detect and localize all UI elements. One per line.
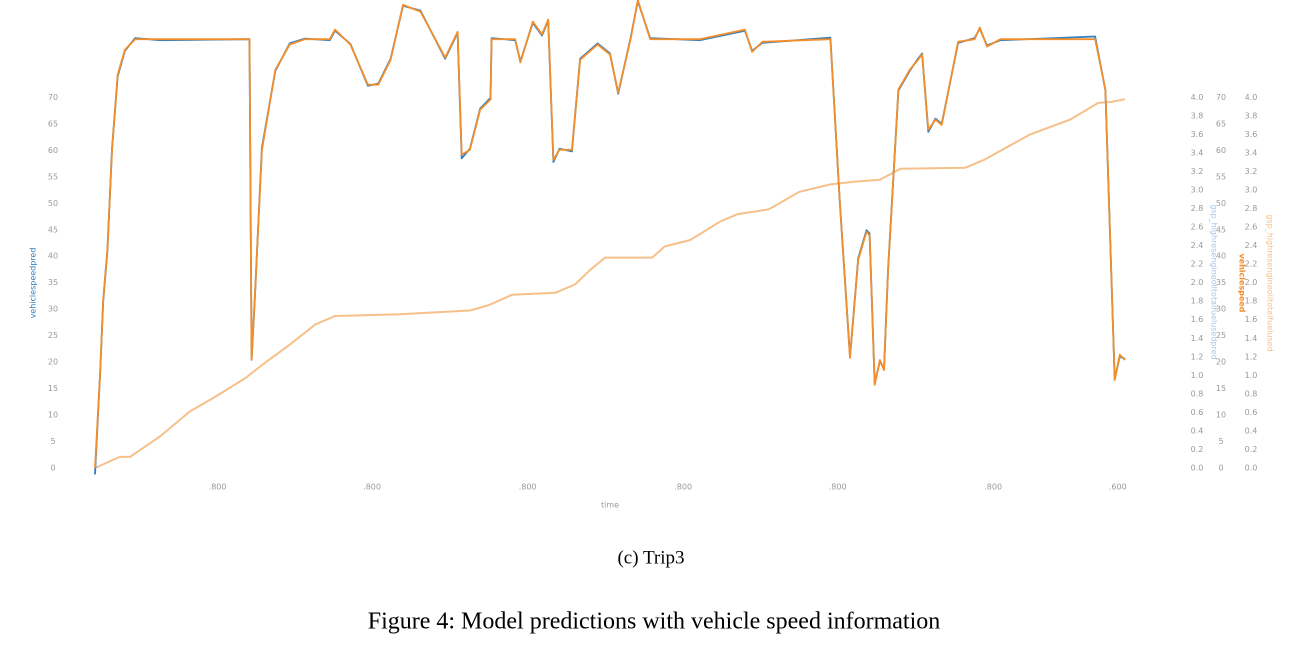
y-tick-label: 20	[48, 358, 58, 367]
y2-tick-label: 3.0	[1191, 185, 1204, 194]
y2-tick-label: 2.8	[1191, 204, 1204, 213]
y3-tick-label: 4.0	[1245, 93, 1258, 102]
y2-tick-label: 3.4	[1191, 148, 1204, 157]
y2-tick-label: 0.0	[1191, 464, 1204, 473]
y-right-tick-label: 70	[1216, 93, 1226, 102]
y-right-tick-label: 25	[1216, 331, 1226, 340]
x-tick-label: .800	[363, 483, 381, 492]
y3-tick-label: 3.6	[1245, 130, 1258, 139]
y-right-axis-label: vehiclespeed	[1238, 253, 1247, 312]
y3-tick-label: 2.4	[1245, 241, 1258, 250]
y-right-tick-label: 15	[1216, 384, 1226, 393]
y3-tick-label: 0.2	[1245, 445, 1258, 454]
x-tick-label: .600	[1109, 483, 1127, 492]
y-axis-label: vehiclespeedpred	[29, 248, 38, 319]
y2-tick-label: 2.6	[1191, 223, 1204, 232]
y-right-tick-label: 20	[1216, 358, 1226, 367]
x-tick-label: .800	[674, 483, 692, 492]
y-right-tick-label: 5	[1218, 437, 1223, 446]
y2-tick-label: 2.4	[1191, 241, 1204, 250]
y-right-tick-label: 45	[1216, 225, 1226, 234]
y2-tick-label: 1.8	[1191, 297, 1204, 306]
y-tick-label: 35	[48, 278, 58, 287]
y2-tick-label: 1.2	[1191, 352, 1204, 361]
y3-tick-label: 2.2	[1245, 260, 1258, 269]
y3-tick-label: 1.4	[1245, 334, 1258, 343]
y2-tick-label: 1.6	[1191, 315, 1204, 324]
y3-tick-label: 1.2	[1245, 352, 1258, 361]
y-tick-label: 25	[48, 331, 58, 340]
y-tick-label: 0	[50, 464, 55, 473]
y3-tick-label: 0.0	[1245, 464, 1258, 473]
y2-tick-label: 0.6	[1191, 408, 1204, 417]
y2-tick-label: 3.8	[1191, 111, 1204, 120]
y-right-tick-label: 65	[1216, 119, 1226, 128]
y3-tick-label: 3.4	[1245, 148, 1258, 157]
y-right-tick-label: 10	[1216, 411, 1226, 420]
y-tick-label: 55	[48, 172, 58, 181]
y3-tick-label: 0.8	[1245, 389, 1258, 398]
y-right-tick-label: 35	[1216, 278, 1226, 287]
y2-tick-label: 2.2	[1191, 260, 1204, 269]
subcaption: (c) Trip3	[617, 547, 684, 568]
y2-tick-label: 0.8	[1191, 389, 1204, 398]
y2-axis-label: gsp_highresengineoiltotalfuelusedpred	[1210, 204, 1219, 359]
x-axis-label: time	[601, 501, 619, 510]
x-tick-label: .800	[209, 483, 227, 492]
y3-tick-label: 3.0	[1245, 185, 1258, 194]
y3-axis-label: gsp_highresengineoiltotalfuelused	[1266, 214, 1275, 351]
caption: Figure 4: Model predictions with vehicle…	[368, 609, 941, 635]
y-right-tick-label: 30	[1216, 305, 1226, 314]
y3-tick-label: 1.8	[1245, 297, 1258, 306]
y-tick-label: 30	[48, 305, 58, 314]
x-tick-label: .800	[829, 483, 847, 492]
y-tick-label: 5	[50, 437, 55, 446]
y3-tick-label: 1.0	[1245, 371, 1258, 380]
y-right-tick-label: 0	[1218, 464, 1223, 473]
y3-tick-label: 0.4	[1245, 426, 1258, 435]
y2-tick-label: 3.2	[1191, 167, 1204, 176]
y3-tick-label: 2.8	[1245, 204, 1258, 213]
y-tick-label: 15	[48, 384, 58, 393]
y2-tick-label: 1.4	[1191, 334, 1204, 343]
y2-tick-label: 3.6	[1191, 130, 1204, 139]
y3-tick-label: 2.6	[1245, 223, 1258, 232]
y2-tick-label: 0.4	[1191, 426, 1204, 435]
x-tick-label: .800	[519, 483, 537, 492]
y-tick-label: 50	[48, 199, 58, 208]
y2-tick-label: 2.0	[1191, 278, 1204, 287]
x-tick-label: .800	[984, 483, 1002, 492]
y-tick-label: 45	[48, 225, 58, 234]
y-tick-label: 10	[48, 411, 58, 420]
y-right-tick-label: 55	[1216, 172, 1226, 181]
y2-tick-label: 1.0	[1191, 371, 1204, 380]
y3-tick-label: 3.2	[1245, 167, 1258, 176]
y2-tick-label: 0.2	[1191, 445, 1204, 454]
line-series	[94, 98, 1126, 469]
y-tick-label: 40	[48, 252, 58, 261]
y3-tick-label: 2.0	[1245, 278, 1258, 287]
y2-tick-label: 4.0	[1191, 93, 1204, 102]
y-right-tick-label: 60	[1216, 146, 1226, 155]
y-tick-label: 60	[48, 146, 58, 155]
y3-tick-label: 1.6	[1245, 315, 1258, 324]
y-tick-label: 70	[48, 93, 58, 102]
y-tick-label: 65	[48, 119, 58, 128]
y-right-tick-label: 50	[1216, 199, 1226, 208]
line-series	[94, 0, 1126, 469]
y-right-tick-label: 40	[1216, 252, 1226, 261]
y3-tick-label: 0.6	[1245, 408, 1258, 417]
y3-tick-label: 3.8	[1245, 111, 1258, 120]
